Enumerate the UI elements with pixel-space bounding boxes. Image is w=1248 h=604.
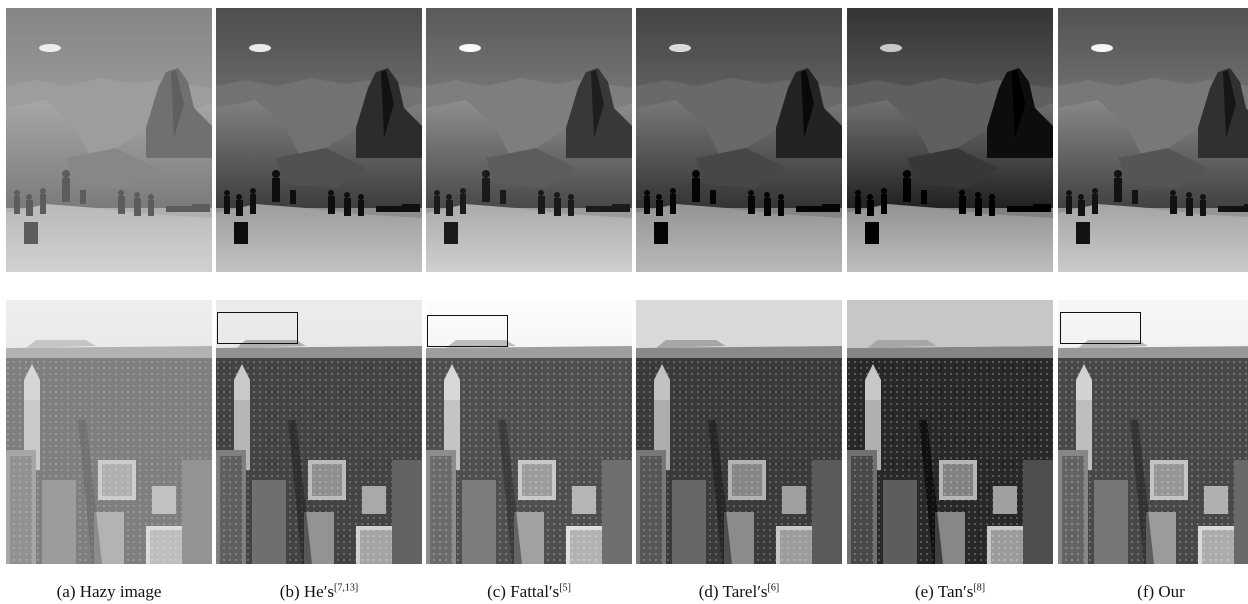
highlight-box-he xyxy=(217,312,298,344)
caption-hazy: (a) Hazy image xyxy=(56,582,162,601)
caption-he: (b) He′s[7,13] xyxy=(279,582,359,601)
mountain-image-tarel xyxy=(636,8,842,272)
caption-our: (f) Our xyxy=(1137,582,1185,601)
mountain-image-fattal xyxy=(426,8,632,272)
city-image-tan xyxy=(847,300,1053,564)
mountain-image-tan xyxy=(847,8,1053,272)
city-image-tarel xyxy=(636,300,842,564)
caption-tan: (e) Tan′s[8] xyxy=(914,582,986,601)
highlight-box-our xyxy=(1060,312,1141,344)
mountain-image-hazy xyxy=(6,8,212,272)
highlight-box-fattal xyxy=(427,315,508,347)
mountain-image-our xyxy=(1058,8,1248,272)
caption-tarel: (d) Tarel′s[6] xyxy=(698,582,780,601)
caption-fattal: (c) Fattal′s[5] xyxy=(487,582,571,601)
mountain-image-he xyxy=(216,8,422,272)
city-image-hazy xyxy=(6,300,212,564)
